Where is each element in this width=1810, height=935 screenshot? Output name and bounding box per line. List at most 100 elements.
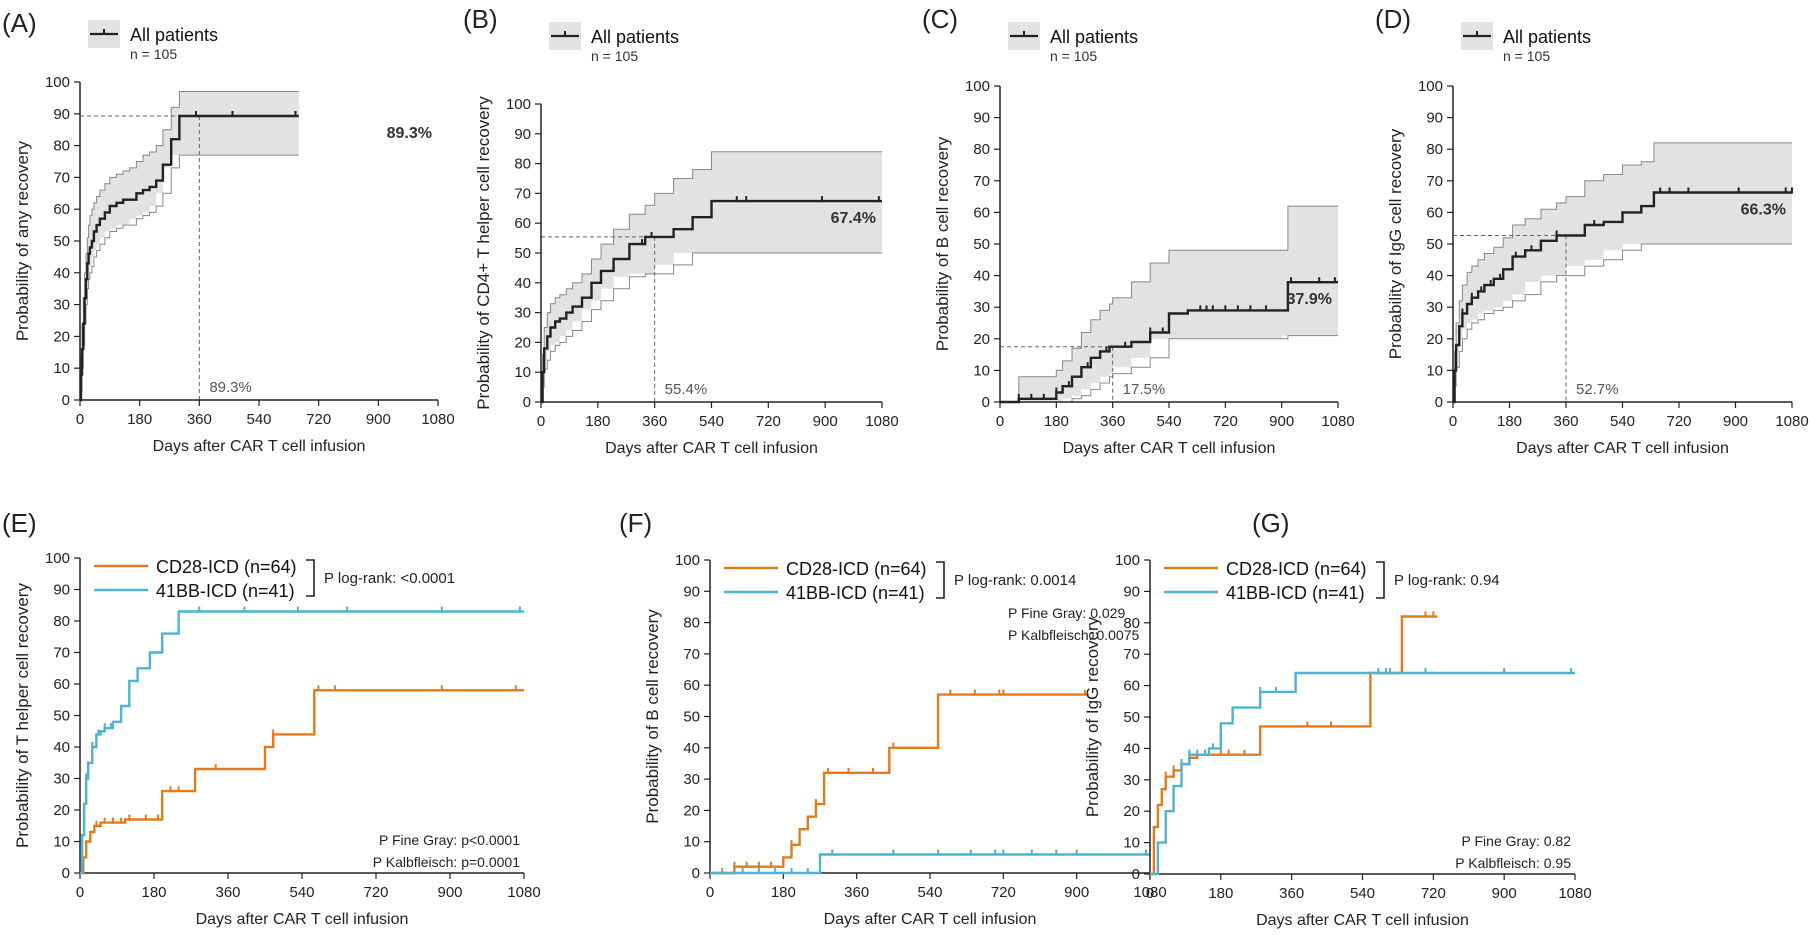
- y-tick-label: 90: [973, 110, 990, 127]
- x-axis-title: Days after CAR T cell infusion: [1516, 440, 1729, 457]
- x-tick-label: 900: [813, 413, 838, 430]
- y-tick-label: 100: [1115, 552, 1140, 569]
- y-tick-label: 30: [1426, 299, 1443, 316]
- stat-text: P Kalbfleisch: 0.0075: [1008, 627, 1139, 643]
- y-tick-label: 20: [53, 802, 70, 819]
- x-tick-label: 1080: [421, 411, 454, 428]
- legend-note: n = 105: [1050, 48, 1097, 64]
- panel-label: (F): [619, 508, 652, 538]
- y-tick-label: 30: [53, 771, 70, 788]
- x-tick-label: 540: [246, 411, 271, 428]
- reference-label: 17.5%: [1123, 381, 1166, 398]
- end-value-label: 66.3%: [1741, 201, 1786, 218]
- legend-label: CD28-ICD (n=64): [786, 559, 927, 579]
- legend-bracket: [306, 559, 315, 597]
- x-tick-label: 1080: [1775, 413, 1808, 430]
- y-tick-label: 10: [1426, 362, 1443, 379]
- reference-label: 55.4%: [665, 381, 708, 398]
- x-tick-label: 900: [1492, 885, 1517, 902]
- series-line: [1000, 281, 1338, 404]
- y-axis-title: Probability of CD4+ T helper cell recove…: [474, 96, 493, 410]
- y-tick-label: 50: [514, 245, 531, 262]
- x-tick-label: 360: [1279, 885, 1304, 902]
- y-tick-label: 70: [1426, 173, 1443, 190]
- pvalue-logrank: P log-rank: <0.0001: [324, 570, 455, 587]
- legend-label: All patients: [1050, 27, 1138, 47]
- y-tick-label: 0: [523, 394, 531, 411]
- legend-label: 41BB-ICD (n=41): [1226, 583, 1365, 603]
- y-tick-label: 50: [973, 236, 990, 253]
- x-tick-label: 0: [996, 413, 1004, 430]
- y-tick-label: 40: [53, 265, 70, 282]
- y-tick-label: 0: [62, 865, 70, 882]
- y-tick-label: 0: [1435, 394, 1443, 411]
- x-tick-label: 0: [537, 413, 545, 430]
- series-line: [710, 693, 1089, 875]
- y-tick-label: 70: [53, 645, 70, 662]
- y-tick-label: 60: [683, 677, 700, 694]
- y-tick-label: 80: [514, 156, 531, 173]
- legend-label: CD28-ICD (n=64): [156, 557, 297, 577]
- y-tick-label: 100: [1418, 78, 1443, 95]
- y-tick-label: 100: [965, 78, 990, 95]
- series-line: [710, 853, 1150, 875]
- x-tick-label: 720: [756, 413, 781, 430]
- y-tick-label: 50: [53, 233, 70, 250]
- x-tick-label: 0: [706, 884, 714, 901]
- x-tick-label: 720: [306, 411, 331, 428]
- y-tick-label: 90: [683, 583, 700, 600]
- x-tick-label: 540: [289, 884, 314, 901]
- legend-note: n = 105: [1503, 48, 1550, 64]
- panel-c: (C) 17.5% 0 10 20 30 40 50 60 70 80 90 100 0 180 360 540…: [922, 4, 1355, 457]
- series-line: [1150, 615, 1438, 876]
- y-tick-label: 80: [53, 138, 70, 155]
- y-axis-title: Probability of T helper cell recovery: [13, 583, 32, 848]
- x-tick-label: 540: [1156, 413, 1181, 430]
- panel-label: (A): [2, 8, 37, 38]
- y-tick-label: 50: [683, 709, 700, 726]
- y-axis-title: Probability of IgG cell recovery: [1386, 128, 1405, 359]
- series-line: [1150, 671, 1575, 876]
- legend-label: 41BB-ICD (n=41): [786, 583, 925, 603]
- x-tick-label: 180: [1044, 413, 1069, 430]
- ci-lower-line: [541, 252, 882, 403]
- y-tick-label: 70: [514, 185, 531, 202]
- y-tick-label: 100: [45, 74, 70, 91]
- y-tick-label: 80: [1426, 141, 1443, 158]
- panel-a: (A) 89.3% 0 10 20 30 40 50 60 70 80 90 100 0 180 360 540…: [2, 8, 455, 455]
- x-tick-label: 360: [642, 413, 667, 430]
- ci-band: [1453, 142, 1792, 402]
- ci-band: [80, 91, 299, 400]
- y-tick-label: 80: [973, 141, 990, 158]
- x-tick-label: 180: [141, 884, 166, 901]
- panel-b: (B) 55.4% 0 10 20 30 40 50 60 70 80 90 100 0 180 360 540…: [463, 4, 899, 457]
- legend-label: All patients: [1503, 27, 1591, 47]
- y-tick-label: 30: [53, 297, 70, 314]
- panel-d: (D) 52.7% 0 10 20 30 40 50 60 70 80 90 100 0 180 360 540…: [1375, 4, 1809, 457]
- x-axis-title: Days after CAR T cell infusion: [1256, 912, 1469, 929]
- x-tick-label: 900: [366, 411, 391, 428]
- panel-label: (E): [2, 508, 37, 538]
- y-axis-title: Probability of IgG recovery: [1083, 616, 1102, 817]
- y-tick-label: 0: [982, 394, 990, 411]
- stat-text: P Fine Gray: 0.82: [1462, 833, 1572, 849]
- x-tick-label: 360: [1100, 413, 1125, 430]
- y-tick-label: 40: [973, 268, 990, 285]
- x-tick-label: 180: [771, 884, 796, 901]
- x-tick-label: 180: [1208, 885, 1233, 902]
- x-axis-title: Days after CAR T cell infusion: [153, 438, 366, 455]
- ci-band: [1000, 206, 1338, 402]
- pvalue-logrank: P log-rank: 0.0014: [954, 572, 1076, 589]
- y-tick-label: 20: [1426, 331, 1443, 348]
- y-tick-label: 70: [1123, 646, 1140, 663]
- legend-label: All patients: [130, 25, 218, 45]
- x-tick-label: 720: [991, 884, 1016, 901]
- y-tick-label: 90: [1426, 110, 1443, 127]
- y-tick-label: 100: [45, 550, 70, 567]
- panel-label: (G): [1252, 508, 1290, 538]
- x-tick-label: 720: [1421, 885, 1446, 902]
- ci-upper-line: [1000, 205, 1338, 403]
- ci-band: [541, 151, 882, 402]
